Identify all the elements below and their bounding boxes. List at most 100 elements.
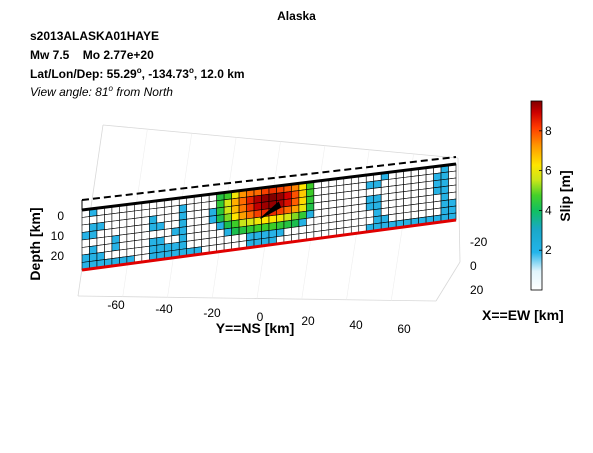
slip-cell <box>298 189 307 199</box>
slip-cell <box>186 210 195 220</box>
slip-cell <box>380 200 389 210</box>
slip-cell <box>306 209 315 219</box>
location-prefix: Lat/Lon/Dep: 55.29 <box>30 67 137 81</box>
slip-cell <box>171 227 180 237</box>
slip-cell <box>350 204 360 213</box>
slip-cell <box>134 224 143 234</box>
slip-cell <box>388 206 397 216</box>
slip-cell <box>104 213 113 223</box>
slip-cell <box>178 233 188 243</box>
slip-cell <box>171 219 180 229</box>
slip-cell <box>223 205 232 215</box>
slip-cell <box>365 216 375 226</box>
slip-cell <box>365 187 375 197</box>
slip-cell <box>246 203 255 212</box>
slip-cell <box>186 225 195 235</box>
slip-cell <box>410 189 419 199</box>
slip-cell <box>163 220 173 230</box>
slip-cell <box>178 211 188 221</box>
box-edge <box>457 157 461 263</box>
slip-cell <box>111 242 120 252</box>
slip-cell <box>388 185 397 194</box>
fault-top-edge <box>81 162 457 212</box>
slip-cell <box>395 198 404 208</box>
surface-trace <box>81 156 457 201</box>
slip-cell <box>276 228 285 238</box>
slip-cell <box>246 210 255 220</box>
slip-cell <box>403 211 412 221</box>
slip-cell <box>89 252 98 262</box>
slip-cell <box>418 188 427 198</box>
slip-cell <box>350 197 360 206</box>
slip-cell <box>223 220 232 230</box>
slip-cell <box>373 187 382 196</box>
slip-cell <box>261 201 270 211</box>
slip-cell <box>186 217 195 227</box>
slip-cell <box>149 230 158 240</box>
slip-cell <box>261 222 270 232</box>
slip-cell <box>313 216 322 225</box>
slip-cell <box>216 236 225 246</box>
chart-title: Alaska <box>277 9 316 23</box>
slip-cell <box>126 210 135 220</box>
slip-cell <box>141 208 150 218</box>
slip-cell <box>231 234 240 244</box>
slip-cell <box>440 206 449 216</box>
slip-cell <box>448 170 457 180</box>
slip-cell <box>358 210 367 220</box>
slip-cell <box>373 201 382 211</box>
slip-cell <box>365 202 375 211</box>
hypocenter-arrow <box>260 201 282 219</box>
slip-cell <box>171 205 180 215</box>
slip-cell <box>328 214 337 224</box>
depth-tick-label: 10 <box>51 229 65 243</box>
slip-cell <box>231 197 240 207</box>
slip-cell <box>358 181 367 191</box>
slip-cell <box>433 193 442 203</box>
event-id: s2013ALASKA01HAYE <box>30 29 159 43</box>
slip-cell <box>141 245 150 255</box>
slip-cell <box>163 213 173 223</box>
slip-cell <box>193 202 202 212</box>
slip-cell <box>216 221 225 231</box>
slip-cell <box>156 206 165 216</box>
slip-cell <box>291 204 300 214</box>
slip-cell <box>96 214 105 224</box>
slip-cell <box>238 233 247 243</box>
slip-cell <box>440 171 449 181</box>
slip-cell <box>291 211 300 221</box>
slip-cell <box>448 177 457 187</box>
slip-cell <box>350 189 360 199</box>
x-tick-label: 60 <box>397 322 411 336</box>
slip-cell <box>298 210 307 220</box>
slip-cell <box>343 197 352 207</box>
slip-cell <box>358 188 367 198</box>
slip-cell <box>268 229 277 239</box>
slip-cell <box>238 225 247 235</box>
slip-cell <box>283 212 292 222</box>
slip-cell <box>223 235 232 245</box>
slip-cell <box>425 208 434 218</box>
slip-cell <box>358 203 367 212</box>
slip-cell <box>119 233 128 243</box>
location-line: Lat/Lon/Dep: 55.29o, -134.73o, 12.0 km <box>30 66 245 81</box>
degree-mark: o <box>136 66 142 75</box>
slip-cell <box>373 215 382 225</box>
slip-cell <box>410 203 419 213</box>
slip-cell <box>89 222 98 232</box>
slip-cell <box>216 214 225 224</box>
slip-cell <box>171 241 180 251</box>
slip-cell <box>276 220 285 230</box>
slip-cell <box>268 221 277 231</box>
slip-cell <box>111 249 120 259</box>
magnitude-line: Mw 7.5 Mo 2.77e+20 <box>30 48 154 62</box>
box-edge <box>435 261 461 302</box>
slip-cell <box>104 228 113 238</box>
slip-cell <box>418 209 427 219</box>
slip-cell <box>89 237 98 247</box>
slip-cell <box>306 188 315 198</box>
slip-cell <box>268 214 277 224</box>
slip-cell <box>238 211 247 221</box>
slip-cell <box>380 207 389 217</box>
